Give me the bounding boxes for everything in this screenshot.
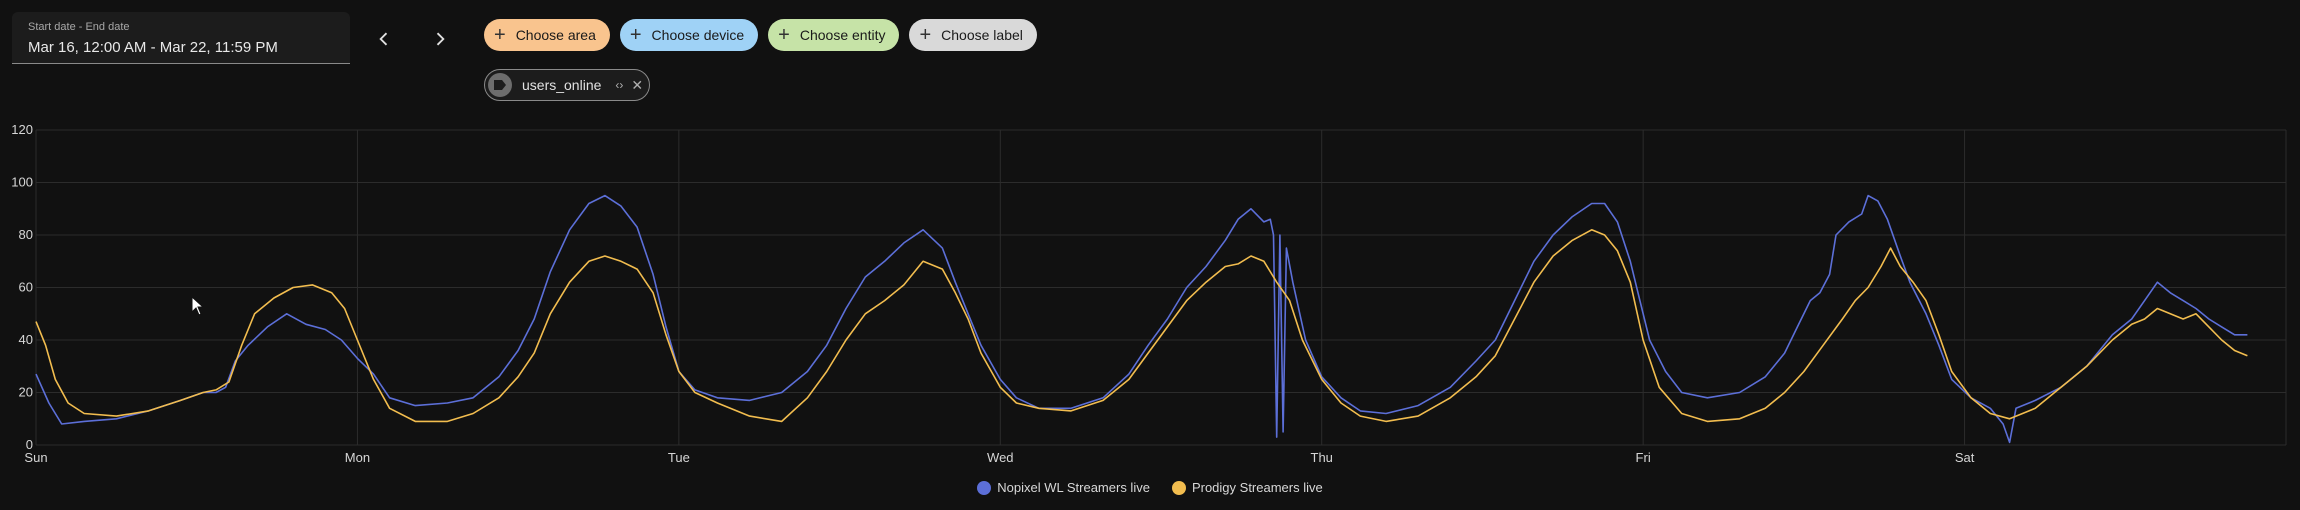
x-tick-label: Wed [987, 450, 1014, 465]
legend-item-prodigy[interactable]: Prodigy Streamers live [1171, 480, 1323, 495]
x-tick-label: Tue [668, 450, 690, 465]
choose-area-chip[interactable]: + Choose area [484, 19, 610, 51]
chevron-right-icon [436, 32, 445, 46]
x-tick-label: Fri [1636, 450, 1651, 465]
y-tick-label: 100 [11, 175, 33, 190]
legend-swatch [977, 480, 992, 495]
date-range-value: Mar 16, 12:00 AM - Mar 22, 11:59 PM [28, 39, 278, 56]
plus-icon: + [778, 24, 790, 46]
series-line-prodigy [35, 229, 2248, 423]
legend-item-nopixel[interactable]: Nopixel WL Streamers live [977, 480, 1150, 495]
choose-label-chip[interactable]: + Choose label [909, 19, 1037, 51]
plus-icon: + [629, 24, 642, 46]
y-tick-label: 60 [19, 280, 33, 295]
y-tick-label: 20 [19, 385, 33, 400]
x-tick-label: Thu [1311, 450, 1333, 465]
selected-label-text: users_online [522, 77, 602, 93]
date-range-picker[interactable]: Start date - End date Mar 16, 12:00 AM -… [12, 12, 350, 64]
chip-label: Choose device [651, 27, 745, 43]
chart-legend: Nopixel WL Streamers live Prodigy Stream… [0, 480, 2300, 495]
chevron-left-icon [379, 32, 388, 46]
target-picker: + Choose area + Choose device + Choose e… [484, 19, 1037, 51]
series-line-nopixel [35, 194, 2248, 444]
plus-icon: + [919, 24, 932, 46]
choose-device-chip[interactable]: + Choose device [619, 19, 759, 51]
selected-label-chip[interactable]: users_online ‹› ✕ [484, 69, 651, 101]
plus-icon: + [494, 24, 506, 46]
chip-label: Choose label [941, 27, 1023, 43]
history-chart: 0 20 40 60 80 100 120 Sun Mon Tue Wed Thu Fri Sat [11, 122, 2287, 465]
label-icon [488, 73, 512, 97]
legend-label: Nopixel WL Streamers live [997, 480, 1150, 495]
previous-period-button[interactable] [364, 19, 404, 59]
date-range-label: Start date - End date [28, 21, 130, 33]
x-tick-label: Sat [1955, 450, 1975, 465]
x-tick-label: Sun [24, 450, 47, 465]
choose-entity-chip[interactable]: + Choose entity [768, 19, 900, 51]
close-icon[interactable]: ✕ [631, 76, 644, 93]
y-tick-label: 80 [19, 227, 33, 242]
x-tick-label: Mon [345, 450, 370, 465]
next-period-button[interactable] [420, 19, 460, 59]
y-tick-label: 40 [19, 332, 33, 347]
y-tick-label: 120 [11, 122, 33, 137]
legend-label: Prodigy Streamers live [1191, 480, 1323, 495]
y-tick-label: 0 [26, 437, 33, 452]
chip-label: Choose entity [799, 27, 886, 43]
mouse-cursor-icon [191, 296, 205, 316]
expand-icon[interactable]: ‹› [615, 78, 624, 92]
chip-label: Choose area [515, 27, 596, 43]
legend-swatch [1171, 480, 1186, 495]
